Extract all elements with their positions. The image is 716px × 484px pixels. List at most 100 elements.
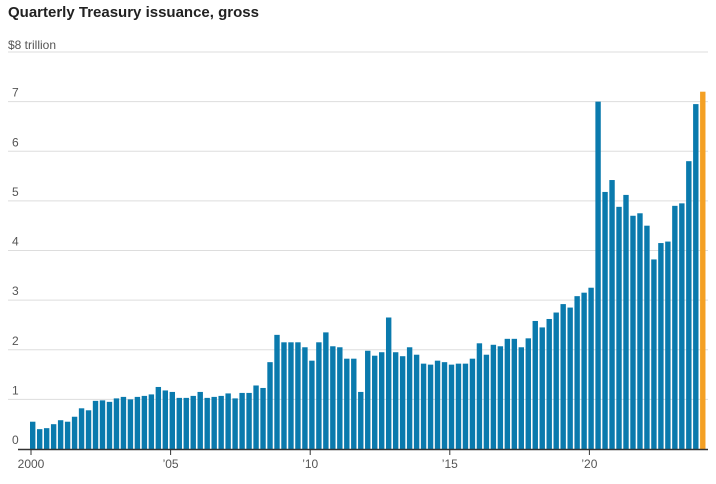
x-tick-label: ’05: [163, 457, 179, 471]
bar: [546, 318, 552, 449]
bar: [574, 296, 580, 449]
chart-title: Quarterly Treasury issuance, gross: [8, 4, 259, 21]
bar: [372, 355, 378, 449]
bar: [344, 358, 350, 449]
y-tick-label: 7: [12, 86, 19, 100]
bar: [162, 390, 169, 449]
bar: [665, 241, 671, 449]
bar: [30, 421, 36, 449]
x-tick-label: ’20: [581, 457, 597, 471]
bar: [679, 203, 685, 449]
bar: [253, 385, 259, 449]
bar: [148, 394, 155, 449]
bar: [246, 392, 252, 449]
bar: [106, 401, 113, 449]
bar: [532, 320, 538, 449]
bar: [504, 338, 511, 449]
bar: [448, 364, 455, 449]
bar: [309, 360, 315, 449]
bar: [595, 101, 601, 449]
bar: [190, 395, 196, 449]
bar: [399, 356, 406, 449]
bar: [658, 243, 664, 449]
tick-labels: 0 1 2 3 4 5 6 7 2000 ’05 ’10 ’15 ’20: [12, 86, 598, 471]
bar: [85, 410, 92, 449]
bar: [99, 400, 106, 449]
bar: [686, 161, 692, 450]
bar: [50, 424, 57, 449]
bar: [644, 225, 650, 449]
bar: [539, 327, 545, 449]
bar: [239, 392, 245, 449]
bar: [267, 362, 273, 449]
bar: [609, 180, 615, 449]
bar: [497, 346, 504, 449]
bar: [225, 393, 231, 449]
bar: [141, 395, 148, 449]
bar: [385, 317, 392, 449]
bar: [672, 205, 678, 449]
bar: [176, 397, 182, 449]
bar: [511, 338, 518, 449]
bar: [43, 428, 50, 449]
bar: [616, 206, 622, 449]
bar: [232, 398, 238, 449]
x-tick-label: ’15: [442, 457, 458, 471]
bar: [120, 396, 127, 449]
y-tick-label: 0: [12, 433, 19, 447]
bar: [427, 364, 434, 449]
y-tick-label: 6: [12, 135, 19, 149]
bar: [588, 287, 594, 449]
bar: [260, 387, 266, 449]
y-axis-unit-label: $8 trillion: [8, 38, 57, 52]
bar: [413, 354, 420, 449]
bar: [365, 350, 371, 449]
bar: [127, 399, 134, 449]
bar: [295, 342, 301, 449]
bar: [337, 347, 343, 449]
bar: [455, 363, 462, 449]
bar: [525, 338, 531, 449]
bar: [155, 386, 162, 449]
bar: [469, 358, 476, 449]
bar: [204, 397, 210, 449]
bar: [434, 360, 441, 449]
bar: [64, 421, 71, 449]
bar: [623, 194, 629, 449]
bar: [602, 191, 608, 449]
bar: [302, 347, 308, 449]
bar: [553, 312, 559, 449]
bar: [274, 334, 280, 449]
bar: [406, 347, 413, 449]
y-tick-label: 2: [12, 334, 19, 348]
y-tick-label: 1: [12, 383, 19, 397]
bar: [169, 391, 175, 449]
bar: [351, 358, 357, 449]
bar: [560, 304, 566, 449]
bar: [651, 259, 657, 449]
bar: [323, 332, 329, 449]
bar-latest: [700, 91, 706, 449]
bar: [358, 391, 364, 449]
bar: [483, 354, 490, 449]
bar: [330, 346, 336, 449]
axes: [18, 448, 708, 455]
bar: [113, 398, 120, 449]
bar: [78, 408, 85, 449]
bar: [518, 347, 524, 449]
bar: [92, 400, 99, 449]
bar: [57, 420, 64, 449]
bar: [630, 215, 636, 449]
bar: [441, 362, 448, 449]
bar: [211, 396, 217, 449]
bar: [567, 307, 573, 449]
bar: [693, 104, 699, 449]
bar: [490, 344, 497, 449]
bar: [476, 343, 483, 449]
y-tick-label: 4: [12, 235, 19, 249]
bar: [218, 395, 224, 449]
bar: [134, 396, 141, 449]
bar: [288, 342, 294, 449]
